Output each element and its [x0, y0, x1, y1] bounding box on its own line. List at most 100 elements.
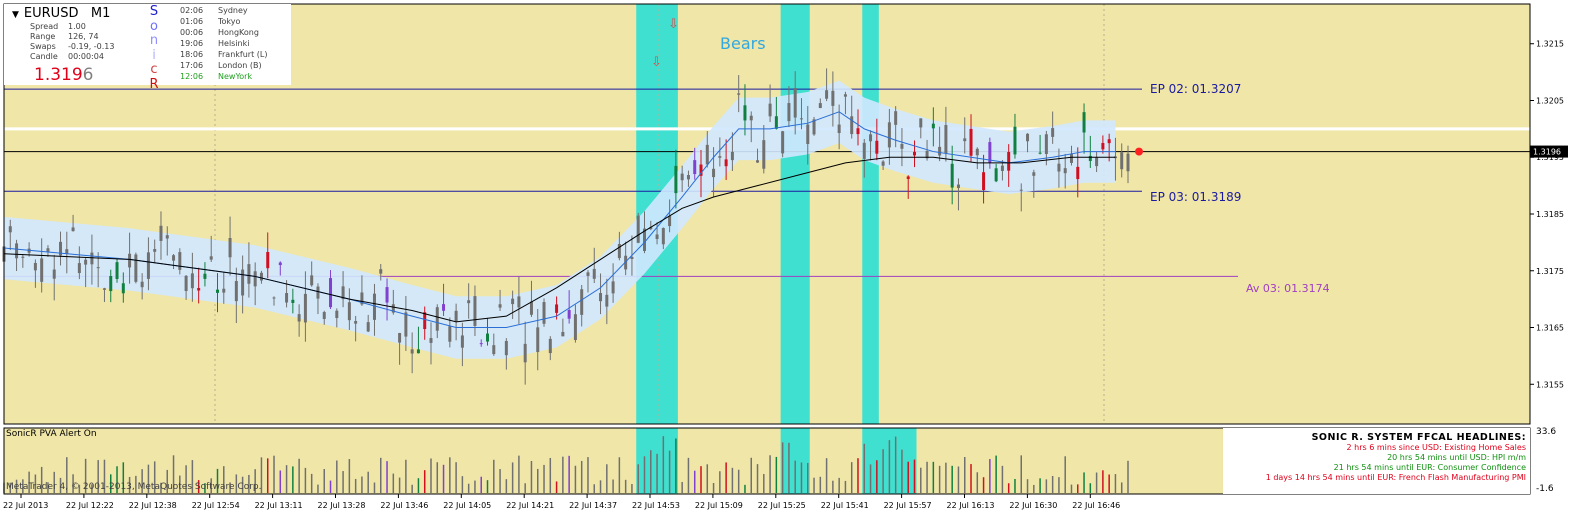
x-tick-label: 22 Jul 16:13	[947, 501, 995, 510]
candle-body	[146, 252, 150, 279]
session-row: 01:06 Tokyo	[180, 17, 241, 26]
candle-body	[705, 144, 709, 165]
candle-body	[8, 226, 12, 233]
candle-body	[818, 103, 822, 109]
y-tick-label: 1.3155	[1536, 380, 1564, 389]
x-tick-label: 22 Jul 14:05	[443, 501, 491, 510]
news-item: 1 days 14 hrs 54 mins until EUR: French …	[1265, 473, 1526, 482]
candle-body	[642, 228, 646, 251]
symbol-name: EURUSD	[23, 6, 79, 21]
candle-body	[693, 160, 697, 175]
candle-body	[341, 286, 345, 300]
candle-body	[391, 304, 395, 313]
candle-body	[178, 252, 182, 270]
candle-body	[467, 300, 471, 304]
candle-body	[102, 288, 106, 290]
candle-body	[743, 105, 747, 121]
candle-body	[153, 249, 157, 252]
candle-body	[52, 269, 56, 279]
candle-body	[285, 293, 289, 303]
candle-body	[749, 115, 753, 121]
session-row: 12:06 NewYork	[180, 72, 253, 81]
candle-body	[40, 258, 44, 282]
candle-body	[1063, 168, 1067, 174]
candle-body	[423, 312, 427, 330]
candle-body	[329, 278, 333, 308]
candle-body	[668, 215, 672, 227]
candle-body	[944, 125, 948, 154]
news-item: 20 hrs 54 mins until USD: HPI m/m	[1387, 453, 1526, 462]
candle-body	[1032, 172, 1036, 176]
candle-body	[774, 116, 778, 129]
candle-body	[1051, 128, 1055, 137]
candle-body	[592, 268, 596, 279]
candle-body	[1038, 152, 1042, 154]
x-tick-label: 22 Jul 16:30	[1009, 501, 1057, 510]
dropdown-triangle-icon[interactable]: ▼	[12, 10, 19, 20]
candle-body	[1076, 166, 1080, 180]
candle-body	[322, 312, 326, 319]
candle-body	[259, 272, 263, 281]
candle-body	[555, 304, 559, 313]
candle-body	[96, 267, 100, 269]
candle-body	[988, 142, 992, 163]
candle-body	[90, 252, 94, 265]
candle-body	[768, 103, 772, 117]
candle-body	[561, 331, 565, 337]
candle-body	[209, 256, 213, 260]
candle-body	[699, 164, 703, 176]
x-tick-label: 22 Jul 12:38	[129, 501, 177, 510]
candle-body	[316, 286, 320, 299]
candle-body	[1026, 133, 1030, 142]
candle-body	[548, 338, 552, 354]
candle-body	[109, 276, 113, 292]
candle-body	[203, 273, 207, 279]
copyright-text: MetaTrader 4, © 2001-2013, MetaQuotes So…	[6, 482, 262, 492]
candle-body	[586, 272, 590, 276]
candle-body	[310, 275, 314, 286]
candle-body	[919, 118, 923, 128]
candle-body	[121, 283, 125, 294]
candle-body	[454, 310, 458, 322]
candle-body	[793, 88, 797, 118]
candle-body	[278, 262, 282, 266]
candle-body	[1120, 152, 1124, 170]
candle-body	[737, 93, 741, 95]
candle-body	[856, 128, 860, 135]
candle-body	[398, 333, 402, 343]
x-tick-label: 22 Jul 14:21	[506, 501, 554, 510]
candle-body	[1057, 163, 1061, 172]
candle-body	[184, 275, 188, 292]
candle-body	[599, 293, 603, 302]
candle-body	[894, 111, 898, 125]
candle-body	[172, 255, 176, 261]
level-label-ep03: EP 03: 01.3189	[1150, 190, 1242, 204]
info-row: Spread 1.00	[30, 22, 86, 31]
sonic-letter: i	[152, 47, 156, 63]
candle-body	[931, 123, 935, 129]
candle-body	[756, 160, 760, 163]
candle-body	[787, 103, 791, 122]
candle-body	[504, 340, 508, 356]
candle-body	[46, 248, 50, 252]
candle-body	[253, 271, 257, 287]
volume-min-label: -1.6	[1536, 484, 1554, 494]
candle-body	[536, 327, 540, 353]
candle-body	[486, 333, 490, 342]
candle-body	[159, 225, 163, 241]
current-price-box	[1530, 145, 1568, 158]
session-row: 19:06 Helsinki	[180, 39, 250, 48]
candle-body	[442, 304, 446, 311]
candle-body	[1013, 126, 1017, 155]
candle-body	[580, 289, 584, 315]
x-tick-label: 22 Jul 13:11	[255, 501, 303, 510]
candle-body	[925, 150, 929, 159]
candle-body	[812, 119, 816, 135]
candle-body	[1101, 142, 1105, 150]
x-tick-label: 22 Jul 15:57	[884, 501, 932, 510]
candle-body	[1126, 153, 1130, 172]
symbol-title: ▼ EURUSD M1	[12, 6, 110, 21]
y-tick-label: 1.3175	[1536, 267, 1564, 276]
y-tick-label: 1.3165	[1536, 324, 1564, 333]
candle-body	[831, 90, 835, 106]
